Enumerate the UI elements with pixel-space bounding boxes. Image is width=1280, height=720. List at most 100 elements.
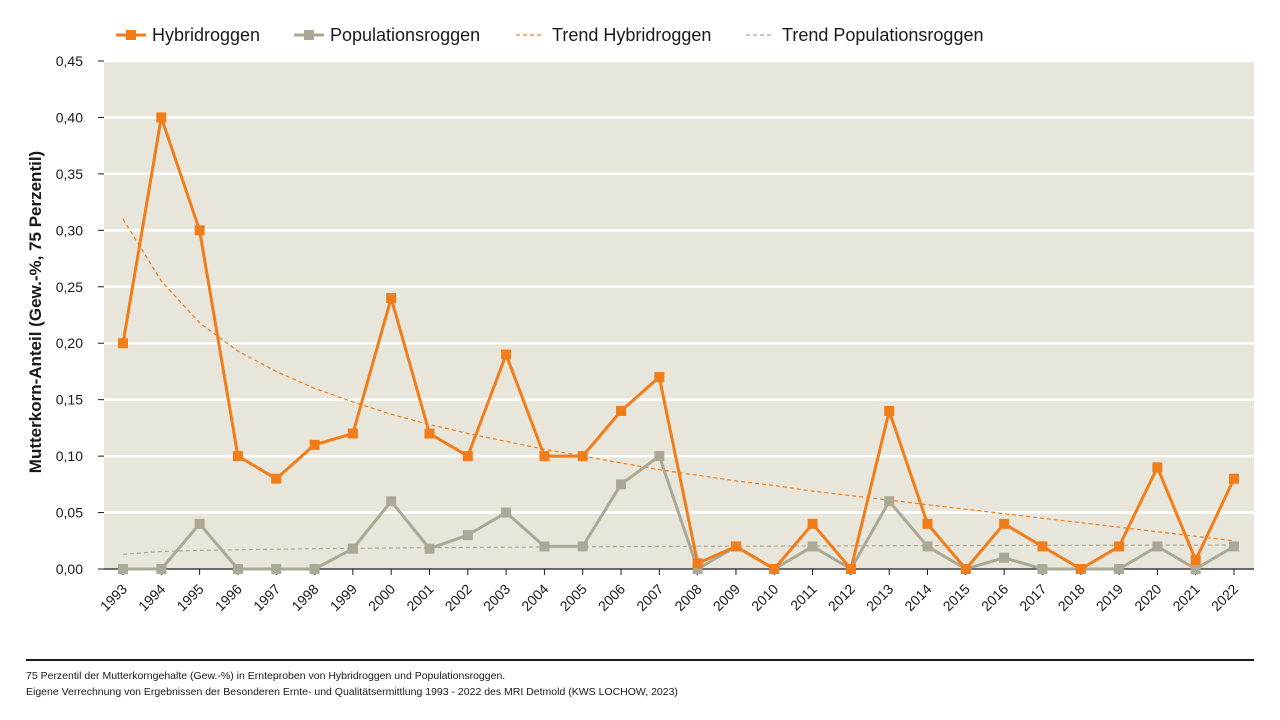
legend-item: Trend Populationsroggen [746,25,983,45]
data-point [692,558,703,569]
data-point [960,564,971,574]
footer-divider [26,659,1254,661]
data-point [730,541,741,552]
x-tick-label: 1995 [173,581,206,614]
x-tick-label: 2010 [748,581,781,614]
data-point [232,564,243,574]
data-point [424,543,435,554]
y-tick-label: 0,20 [56,335,83,351]
data-point [1229,541,1239,552]
x-tick-label: 2004 [518,581,551,614]
data-point [807,541,818,552]
x-axis: 1993 1994 1995 1996 1997 1998 1999 2000 2001 2002… [97,568,1254,614]
x-tick-label: 2021 [1169,581,1202,614]
data-point [194,225,205,236]
x-tick-label: 1996 [212,581,245,614]
data-point [884,496,895,507]
y-tick-label: 0,10 [56,448,83,464]
data-point [577,541,588,552]
data-point [309,439,320,450]
footnote-line-2: Eigene Verrechnung von Ergebnissen der B… [26,686,678,698]
data-point [922,541,933,552]
data-point [462,530,473,541]
legend-label: Trend Hybridroggen [552,25,711,45]
data-point [271,473,282,484]
x-tick-label: 1997 [250,581,283,614]
trend-line [122,544,1235,555]
data-point [462,451,473,462]
legend-item: Populationsroggen [294,25,480,45]
data-point [424,428,435,439]
x-tick-label: 2016 [978,581,1011,614]
data-point [347,543,358,554]
data-point [654,372,665,383]
x-tick-label: 2001 [403,581,436,614]
legend-label: Populationsroggen [330,25,480,45]
data-point [501,507,512,518]
x-tick-label: 2020 [1131,581,1164,614]
chart-footnote: 75 Perzentil der Mutterkorngehalte (Gew.… [26,668,678,700]
data-point [769,564,780,574]
y-tick-label: 0,00 [56,561,83,577]
y-tick-label: 0,40 [56,109,83,125]
x-tick-label: 1998 [288,581,321,614]
data-point [1152,541,1163,552]
x-tick-label: 2002 [442,581,475,614]
data-point [922,518,933,529]
x-tick-label: 2006 [595,581,628,614]
x-tick-label: 1994 [135,581,168,614]
y-tick-label: 0,15 [56,392,83,408]
data-point [118,564,128,574]
y-axis-title: Mutterkorn-Anteil (Gew.-%, 75 Perzentil) [26,151,45,473]
trend-line [122,218,1235,542]
data-point [884,405,895,416]
data-point [1190,554,1201,565]
x-tick-label: 2022 [1208,581,1241,614]
x-tick-label: 2011 [787,581,820,614]
data-point [539,541,550,552]
x-tick-label: 2007 [633,581,666,614]
data-point [616,405,627,416]
data-point [118,338,128,349]
x-tick-label: 2008 [671,581,704,614]
x-tick-label: 2003 [480,581,513,614]
x-tick-label: 2014 [901,581,934,614]
data-point [501,349,512,360]
data-point [156,112,167,123]
x-tick-label: 2012 [825,581,858,614]
data-point [386,293,397,304]
plot-background [104,61,1254,569]
data-point [539,451,550,462]
data-point [1229,473,1239,484]
y-axis: 0,00 0,05 0,10 0,15 0,20 0,25 0,30 0,35 0,40 0,45 [56,53,104,577]
legend-marker [126,30,136,40]
x-tick-label: 2017 [1016,581,1049,614]
data-point [386,496,397,507]
legend-item: Hybridroggen [116,25,260,45]
trend-lines [122,218,1235,555]
y-tick-label: 0,05 [56,505,83,521]
legend-label: Hybridroggen [152,25,260,45]
x-tick-label: 2005 [557,581,590,614]
y-tick-label: 0,45 [56,53,83,69]
data-point [807,518,818,529]
data-point [1037,541,1048,552]
data-point [271,564,282,574]
series-line [123,454,1235,571]
series-line [121,115,1236,571]
x-tick-label: 2009 [710,581,743,614]
data-point [654,451,665,462]
data-point [1152,462,1163,473]
data-series [118,112,1239,574]
data-point [1190,564,1201,574]
data-point [1114,541,1125,552]
x-tick-label: 1993 [97,581,130,614]
legend-item: Trend Hybridroggen [516,25,711,45]
data-point [347,428,358,439]
data-point [1075,564,1086,574]
legend-label: Trend Populationsroggen [782,25,983,45]
y-tick-label: 0,35 [56,166,83,182]
y-tick-label: 0,30 [56,222,83,238]
x-tick-label: 2013 [863,581,896,614]
x-tick-label: 2000 [365,581,398,614]
